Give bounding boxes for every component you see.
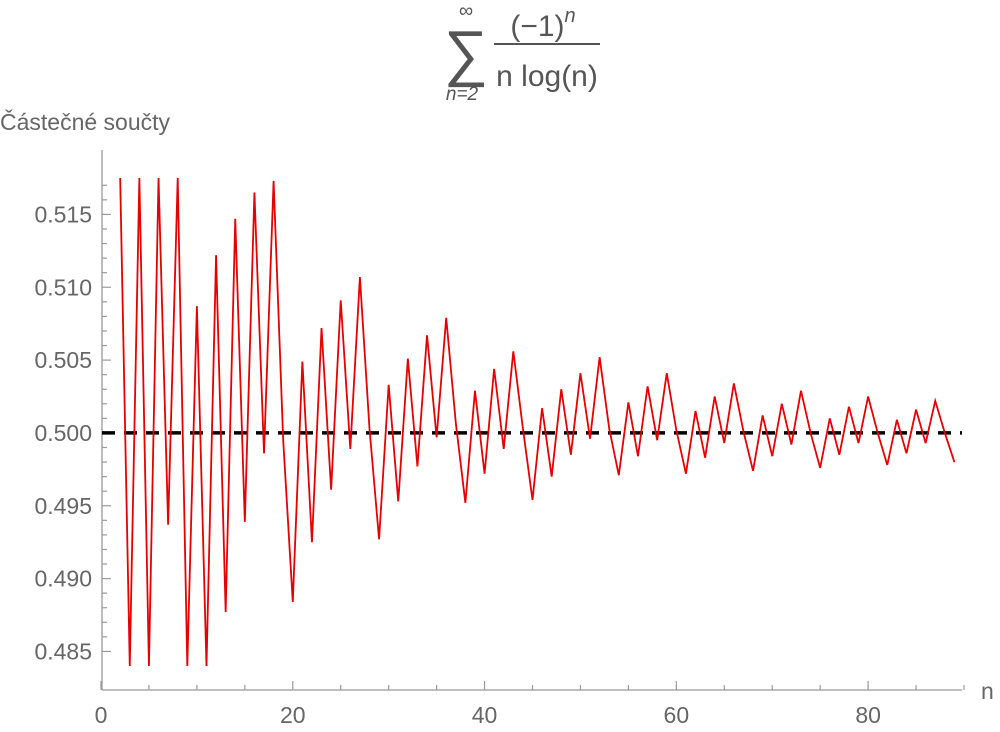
y-tick-label: 0.495 xyxy=(34,493,92,519)
y-tick-label: 0.500 xyxy=(34,420,92,446)
chart-title: ∑ ∞ n=2 (−1)n n log(n) xyxy=(444,0,600,105)
x-axis-title: n xyxy=(981,678,994,704)
y-tick-label: 0.490 xyxy=(34,566,92,592)
x-tick-label: 60 xyxy=(664,702,690,728)
x-tick-label: 0 xyxy=(95,702,108,728)
partial-sums-line xyxy=(119,177,956,667)
y-axis-title: Částečné součty xyxy=(0,108,171,135)
denominator: n log(n) xyxy=(496,60,598,93)
sum-lower-limit: n=2 xyxy=(446,84,479,105)
y-tick-label: 0.485 xyxy=(34,638,92,664)
y-tick-label: 0.515 xyxy=(34,201,92,227)
numerator-base: (−1) xyxy=(510,10,564,43)
x-tick-label: 20 xyxy=(280,702,306,728)
x-tick-label: 40 xyxy=(472,702,498,728)
y-tick-label: 0.510 xyxy=(34,274,92,300)
axis-tick-labels: 0 20 40 60 80 0.485 0.490 0.495 0.500 0.505 0.510 0… xyxy=(34,201,880,728)
x-tick-label: 80 xyxy=(855,702,881,728)
y-tick-label: 0.505 xyxy=(34,347,92,373)
sum-symbol: ∑ xyxy=(444,19,488,88)
numerator: (−1)n xyxy=(510,5,575,43)
numerator-exponent: n xyxy=(565,5,576,27)
sum-upper-limit: ∞ xyxy=(459,0,473,22)
